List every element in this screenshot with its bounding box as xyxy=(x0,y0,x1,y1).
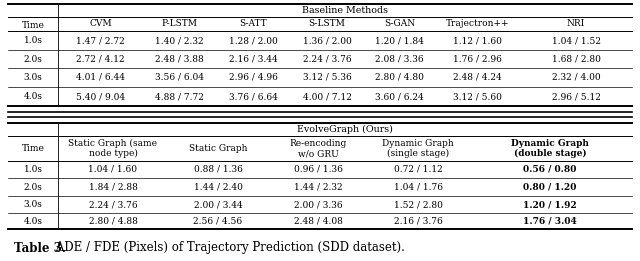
Text: Time: Time xyxy=(22,21,44,31)
Text: 2.08 / 3.36: 2.08 / 3.36 xyxy=(375,55,424,63)
Text: 2.96 / 5.12: 2.96 / 5.12 xyxy=(552,92,600,101)
Text: 4.00 / 7.12: 4.00 / 7.12 xyxy=(303,92,351,101)
Text: 3.12 / 5.60: 3.12 / 5.60 xyxy=(453,92,502,101)
Text: 1.44 / 2.40: 1.44 / 2.40 xyxy=(193,182,243,192)
Text: 1.04 / 1.52: 1.04 / 1.52 xyxy=(552,36,600,45)
Text: Re-encoding
w/o GRU: Re-encoding w/o GRU xyxy=(289,139,347,158)
Text: S-ATT: S-ATT xyxy=(239,20,267,28)
Text: 1.0s: 1.0s xyxy=(24,36,42,45)
Text: 4.0s: 4.0s xyxy=(24,92,42,101)
Text: 1.76 / 3.04: 1.76 / 3.04 xyxy=(523,217,577,226)
Text: 1.0s: 1.0s xyxy=(24,165,42,174)
Text: Static Graph: Static Graph xyxy=(189,144,247,153)
Text: 1.84 / 2.88: 1.84 / 2.88 xyxy=(88,182,138,192)
Text: 3.76 / 6.64: 3.76 / 6.64 xyxy=(228,92,277,101)
Text: 1.04 / 1.60: 1.04 / 1.60 xyxy=(88,165,138,174)
Text: 1.44 / 2.32: 1.44 / 2.32 xyxy=(294,182,342,192)
Text: 1.20 / 1.92: 1.20 / 1.92 xyxy=(523,200,577,209)
Text: 3.0s: 3.0s xyxy=(24,73,42,82)
Text: CVM: CVM xyxy=(89,20,112,28)
Text: 1.52 / 2.80: 1.52 / 2.80 xyxy=(394,200,442,209)
Text: 2.56 / 4.56: 2.56 / 4.56 xyxy=(193,217,243,226)
Text: 2.32 / 4.00: 2.32 / 4.00 xyxy=(552,73,600,82)
Text: 3.56 / 6.04: 3.56 / 6.04 xyxy=(155,73,204,82)
Text: 0.80 / 1.20: 0.80 / 1.20 xyxy=(524,182,577,192)
Text: 1.20 / 1.84: 1.20 / 1.84 xyxy=(375,36,424,45)
Text: Table 3.: Table 3. xyxy=(14,241,66,254)
Text: 2.0s: 2.0s xyxy=(24,182,42,192)
Text: 2.24 / 3.76: 2.24 / 3.76 xyxy=(89,200,138,209)
Text: 2.48 / 4.24: 2.48 / 4.24 xyxy=(453,73,502,82)
Text: 0.96 / 1.36: 0.96 / 1.36 xyxy=(294,165,342,174)
Text: 3.60 / 6.24: 3.60 / 6.24 xyxy=(375,92,424,101)
Text: 1.04 / 1.76: 1.04 / 1.76 xyxy=(394,182,442,192)
Text: NRI: NRI xyxy=(567,20,585,28)
Text: 2.00 / 3.36: 2.00 / 3.36 xyxy=(294,200,342,209)
Text: 2.16 / 3.76: 2.16 / 3.76 xyxy=(394,217,442,226)
Text: 1.47 / 2.72: 1.47 / 2.72 xyxy=(76,36,125,45)
Text: 1.40 / 2.32: 1.40 / 2.32 xyxy=(155,36,204,45)
Text: S-LSTM: S-LSTM xyxy=(308,20,346,28)
Text: 1.76 / 2.96: 1.76 / 2.96 xyxy=(453,55,502,63)
Text: 2.16 / 3.44: 2.16 / 3.44 xyxy=(228,55,277,63)
Text: 2.48 / 3.88: 2.48 / 3.88 xyxy=(155,55,204,63)
Text: 2.96 / 4.96: 2.96 / 4.96 xyxy=(228,73,277,82)
Text: ADE / FDE (Pixels) of Trajectory Prediction (SDD dataset).: ADE / FDE (Pixels) of Trajectory Predict… xyxy=(52,241,405,254)
Text: 2.48 / 4.08: 2.48 / 4.08 xyxy=(294,217,342,226)
Text: 2.80 / 4.80: 2.80 / 4.80 xyxy=(375,73,424,82)
Text: 2.80 / 4.88: 2.80 / 4.88 xyxy=(88,217,138,226)
Text: 1.36 / 2.00: 1.36 / 2.00 xyxy=(303,36,351,45)
Text: Static Graph (same
node type): Static Graph (same node type) xyxy=(68,139,157,158)
Text: 4.88 / 7.72: 4.88 / 7.72 xyxy=(155,92,204,101)
Text: 1.28 / 2.00: 1.28 / 2.00 xyxy=(228,36,277,45)
Text: 3.0s: 3.0s xyxy=(24,200,42,209)
Text: 1.68 / 2.80: 1.68 / 2.80 xyxy=(552,55,600,63)
Text: 3.12 / 5.36: 3.12 / 5.36 xyxy=(303,73,351,82)
Text: 0.56 / 0.80: 0.56 / 0.80 xyxy=(524,165,577,174)
Text: P-LSTM: P-LSTM xyxy=(161,20,198,28)
Text: 4.0s: 4.0s xyxy=(24,217,42,226)
Text: 0.88 / 1.36: 0.88 / 1.36 xyxy=(193,165,243,174)
Text: EvolveGraph (Ours): EvolveGraph (Ours) xyxy=(297,125,393,134)
Text: 5.40 / 9.04: 5.40 / 9.04 xyxy=(76,92,125,101)
Text: 2.00 / 3.44: 2.00 / 3.44 xyxy=(194,200,243,209)
Text: Time: Time xyxy=(22,144,44,153)
Text: Trajectron++: Trajectron++ xyxy=(445,20,509,28)
Text: Dynamic Graph
(double stage): Dynamic Graph (double stage) xyxy=(511,139,589,158)
Text: 1.12 / 1.60: 1.12 / 1.60 xyxy=(453,36,502,45)
Text: 2.72 / 4.12: 2.72 / 4.12 xyxy=(76,55,125,63)
Text: 2.24 / 3.76: 2.24 / 3.76 xyxy=(303,55,351,63)
Text: 2.0s: 2.0s xyxy=(24,55,42,63)
Text: 4.01 / 6.44: 4.01 / 6.44 xyxy=(76,73,125,82)
Text: 0.72 / 1.12: 0.72 / 1.12 xyxy=(394,165,442,174)
Text: Baseline Methods: Baseline Methods xyxy=(302,6,388,15)
Text: S-GAN: S-GAN xyxy=(384,20,415,28)
Text: Dynamic Graph
(single stage): Dynamic Graph (single stage) xyxy=(382,139,454,158)
